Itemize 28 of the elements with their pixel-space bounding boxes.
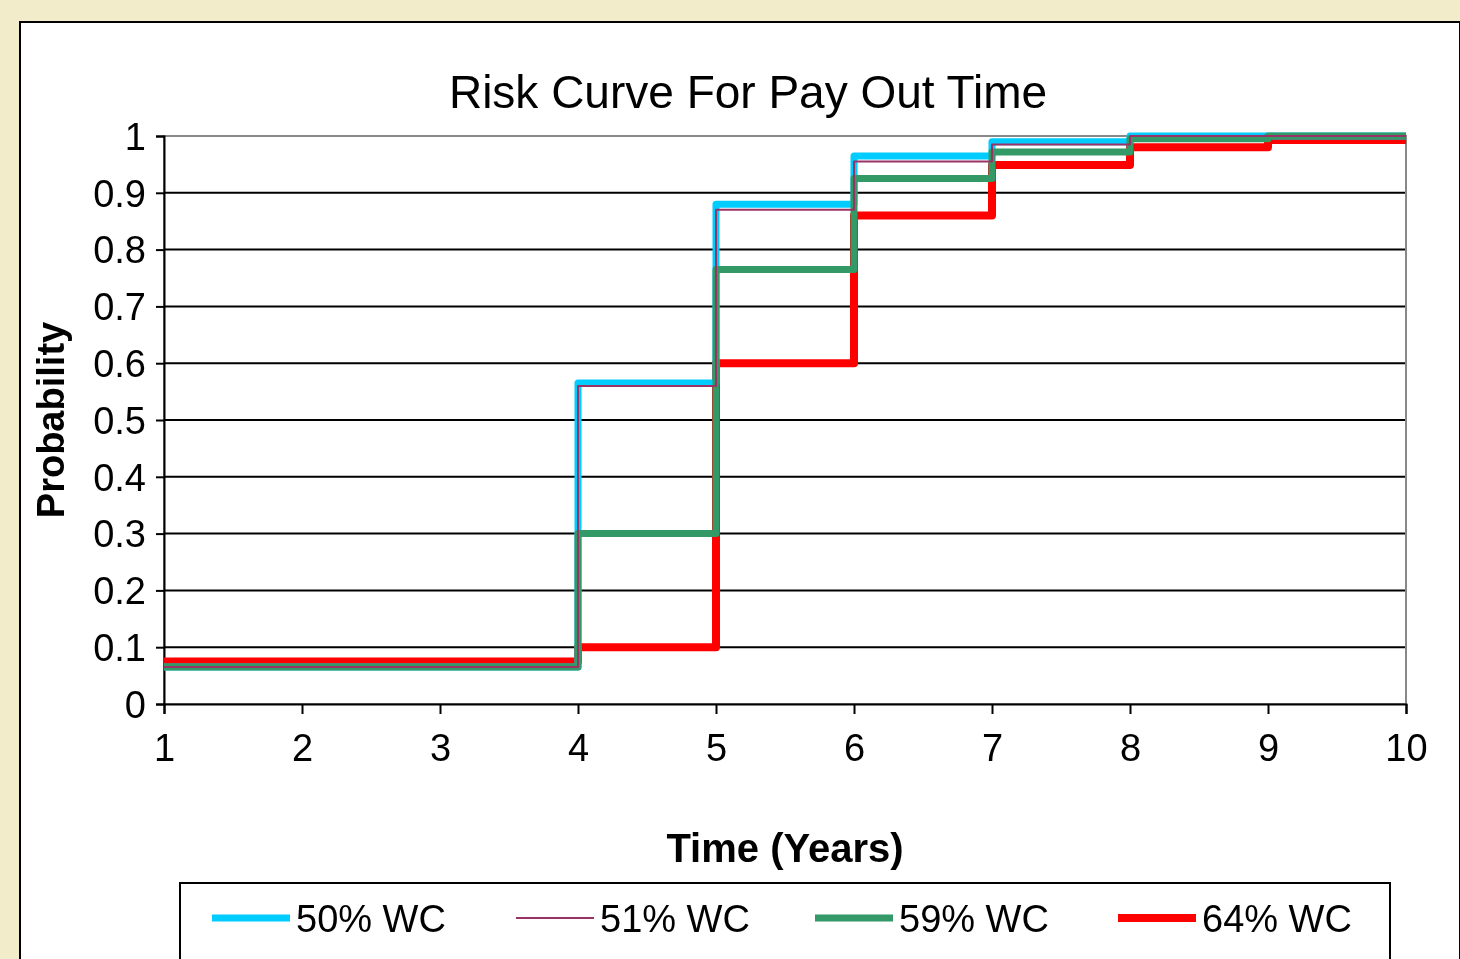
x-tick-label: 10 [1385, 726, 1428, 769]
y-tick-label: 0.7 [93, 286, 146, 329]
y-tick-label: 0.3 [93, 513, 146, 556]
chart-title: Risk Curve For Pay Out Time [448, 66, 1048, 118]
legend-label: 59% WC [899, 898, 1049, 940]
x-tick-label: 7 [981, 726, 1004, 769]
y-tick-label: 0.1 [93, 627, 146, 669]
y-tick-label: 0.2 [93, 570, 146, 613]
y-tick-label: 0.9 [93, 172, 146, 215]
x-tick-label: 3 [429, 726, 452, 769]
y-tick-label: 0.6 [93, 343, 146, 385]
x-axis-title: Time (Years) [666, 826, 904, 870]
y-tick-label: 1 [124, 115, 146, 158]
legend-label: 64% WC [1202, 898, 1352, 940]
x-tick-label: 5 [705, 726, 728, 769]
y-tick-label: 0.8 [93, 229, 146, 272]
legend-label: 50% WC [296, 898, 446, 940]
x-tick-label: 9 [1257, 726, 1280, 769]
x-tick-label: 1 [153, 726, 176, 769]
x-tick-label: 4 [567, 726, 590, 769]
y-tick-label: 0 [124, 683, 146, 726]
x-tick-label: 2 [291, 726, 314, 769]
y-axis-title: Probability [30, 321, 72, 519]
legend-label: 51% WC [600, 898, 750, 940]
y-tick-label: 0.4 [93, 456, 146, 499]
x-tick-label: 8 [1119, 726, 1142, 769]
x-tick-label: 6 [843, 726, 866, 769]
y-tick-label: 0.5 [93, 399, 146, 442]
